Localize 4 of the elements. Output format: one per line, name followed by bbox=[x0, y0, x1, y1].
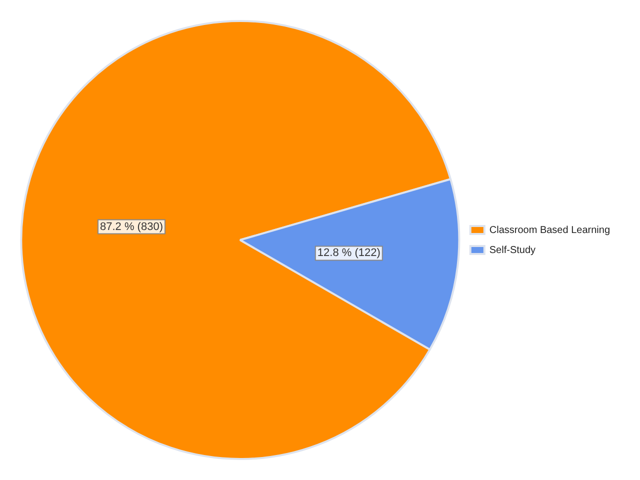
legend-label: Classroom Based Learning bbox=[489, 224, 610, 236]
data-label: 12.8 % (122) bbox=[317, 247, 380, 260]
legend-label: Self-Study bbox=[489, 244, 536, 256]
data-label: 87.2 % (830) bbox=[100, 220, 163, 233]
